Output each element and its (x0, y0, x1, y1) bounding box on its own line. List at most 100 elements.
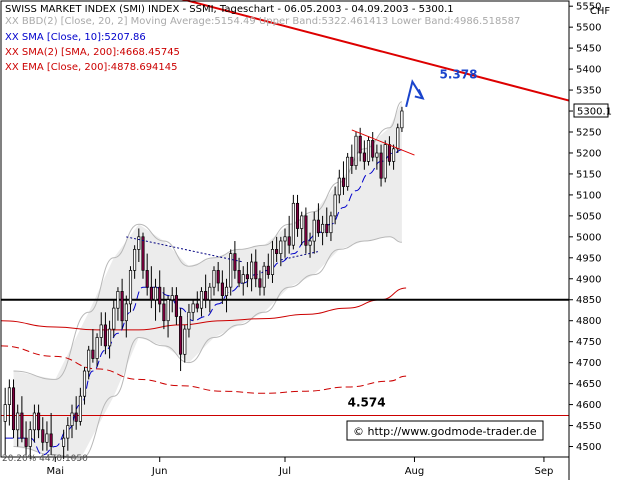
candle (341, 161, 346, 195)
bollinger-upper (13, 101, 403, 380)
candle-body (20, 412, 24, 439)
y-tick-label: 5200 (576, 149, 601, 160)
candle (216, 262, 220, 292)
candle (362, 140, 366, 170)
candle (20, 396, 24, 443)
candle (279, 236, 283, 267)
candle-body (91, 349, 95, 359)
annotation-label: 4.574 (348, 396, 386, 410)
candle (208, 282, 212, 313)
candle (187, 303, 191, 338)
candle-body (174, 295, 178, 317)
candle (103, 312, 107, 355)
candle-body (229, 253, 233, 288)
candle-body (74, 412, 78, 422)
last-price-marker: 5300.1 (573, 103, 612, 118)
candle-body (371, 140, 375, 158)
candle-body (204, 291, 208, 301)
candle (371, 132, 375, 162)
x-tick-label: Sep (535, 466, 554, 477)
candle (241, 266, 245, 296)
candle (66, 417, 70, 451)
candle (128, 266, 133, 313)
y-tick-label: 4750 (576, 337, 601, 348)
y-tick-label: 5100 (576, 190, 601, 201)
legend-bbd: XX BBD(2) [Close, 20, 2] Moving Average:… (5, 16, 520, 27)
mid-dotted-line (280, 251, 319, 261)
candle (392, 144, 396, 170)
candle-body (128, 270, 133, 305)
candle (366, 136, 371, 166)
candle-body (41, 429, 45, 443)
candle (87, 345, 91, 380)
candle-body (262, 265, 266, 288)
candle (95, 333, 99, 367)
candle-body (375, 152, 379, 158)
candle (346, 152, 350, 191)
candle (316, 203, 320, 237)
candle-body (346, 156, 350, 187)
candle-body (183, 328, 187, 355)
candle-body (279, 240, 283, 254)
candle (250, 253, 254, 292)
legend-sma10: XX SMA [Close, 10]:5207.86 (5, 32, 146, 43)
candle (32, 404, 36, 443)
candle (149, 266, 153, 309)
candle (133, 245, 137, 279)
candle (3, 387, 7, 455)
candle-body (216, 270, 220, 284)
candle-body (170, 295, 174, 301)
candle-body (241, 274, 245, 284)
candle-body (316, 219, 320, 234)
candle (70, 404, 74, 439)
candle (379, 144, 383, 187)
candle-body (3, 404, 7, 422)
candle (329, 211, 333, 242)
candle (137, 228, 141, 262)
candle (49, 412, 53, 455)
flag-channel-line (351, 129, 415, 156)
candle-body (191, 303, 195, 313)
candle (245, 262, 249, 288)
candle (74, 396, 78, 430)
bollinger-band (13, 101, 403, 460)
candle (258, 270, 262, 296)
candle (41, 417, 45, 451)
candle (78, 387, 82, 426)
candle-body (82, 370, 87, 397)
candle-body (396, 127, 400, 150)
y-tick-label: 4550 (576, 421, 601, 432)
candle-body (300, 215, 304, 229)
candle (183, 324, 187, 363)
candle (179, 308, 183, 372)
x-axis: Mai Jun Jul Aug Sep (47, 457, 554, 477)
candle (233, 241, 237, 279)
candle-body (233, 253, 237, 271)
watermark-text: © http://www.godmode-trader.de (353, 425, 537, 438)
horizontal-lines (1, 298, 569, 416)
candle (375, 144, 379, 170)
candle (16, 404, 20, 447)
candle (220, 270, 224, 304)
candle (166, 295, 170, 338)
candle (195, 291, 199, 313)
candle-body (245, 274, 249, 280)
y-tick-label: 5550 (576, 2, 601, 13)
candle-body (108, 328, 112, 347)
candle (11, 379, 16, 439)
candle (199, 287, 204, 317)
candle-body (304, 215, 308, 246)
candle-body (295, 202, 300, 229)
y-tick-label: 5350 (576, 86, 601, 97)
candle-body (275, 249, 279, 254)
candle (266, 253, 270, 279)
candle-body (49, 433, 53, 447)
candle (333, 186, 337, 225)
footer-left: 20.20% 4470.1050 (2, 454, 88, 464)
candle (321, 215, 325, 246)
candle-body (287, 236, 291, 246)
candle-body (254, 261, 258, 280)
candle-body (366, 140, 371, 162)
candle-body (70, 412, 74, 426)
candle (191, 299, 195, 321)
